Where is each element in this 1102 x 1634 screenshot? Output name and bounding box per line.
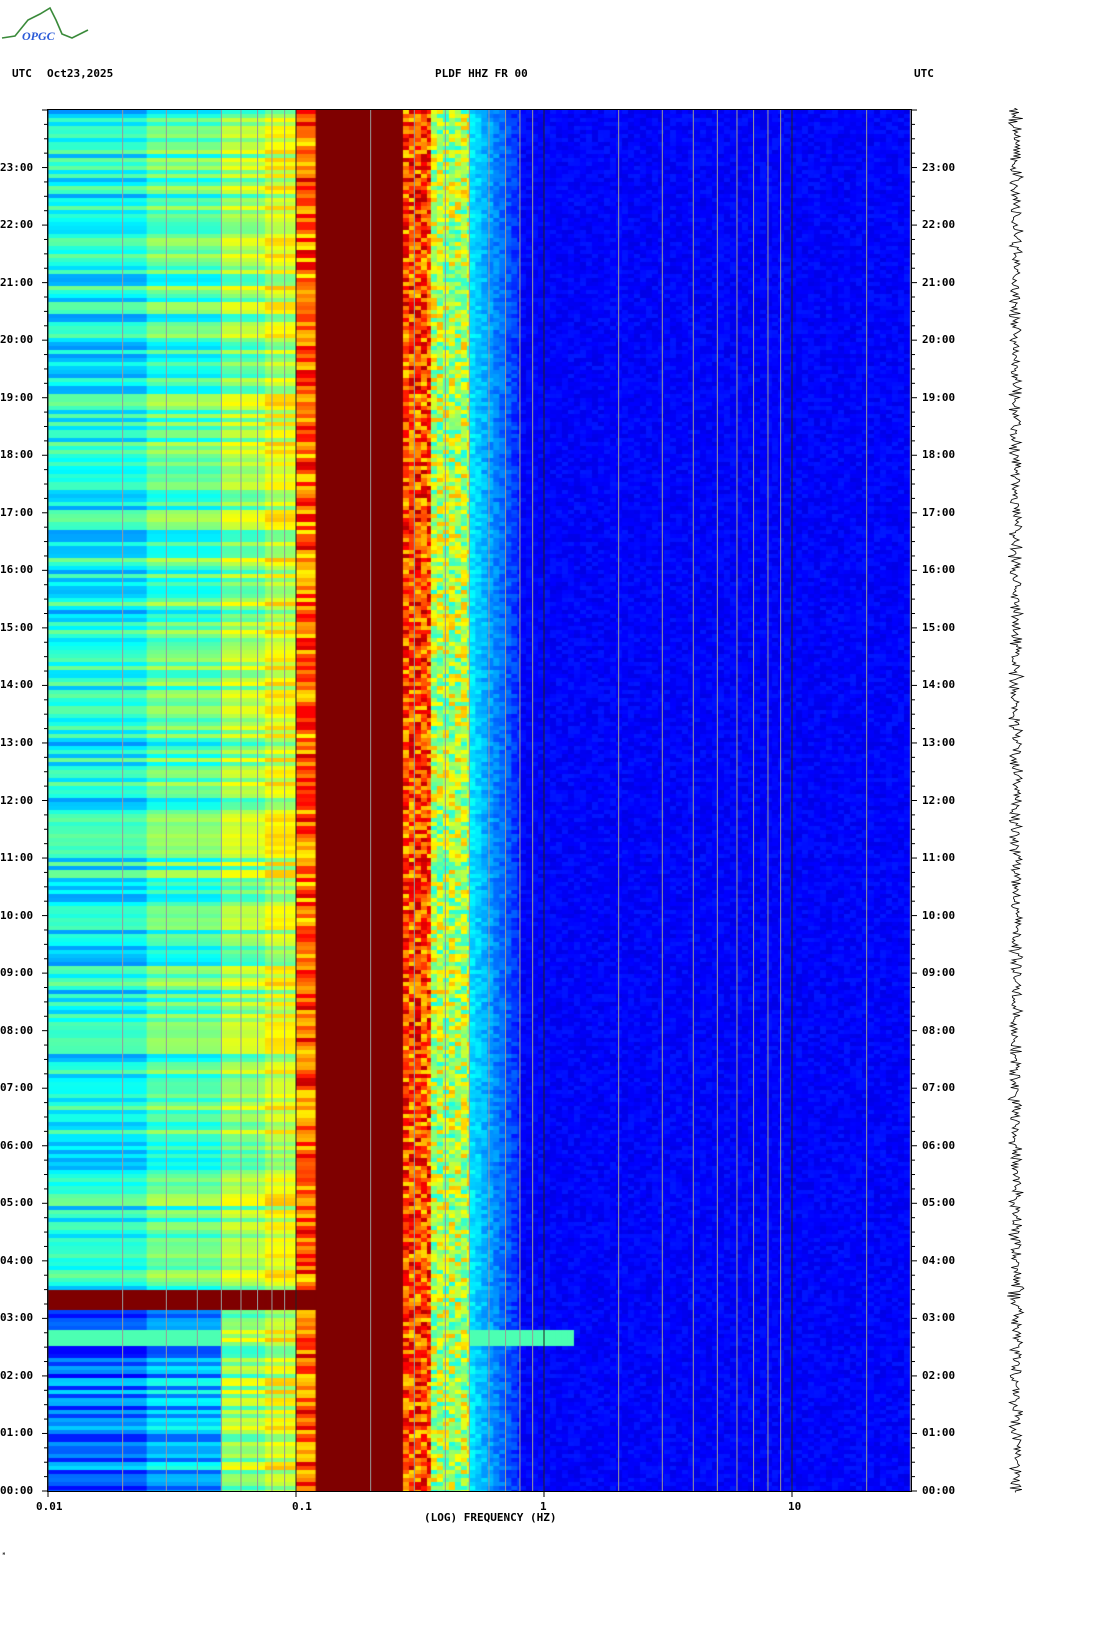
y-tick-label-left: 23:00 <box>0 160 34 174</box>
x-tick-label: 10 <box>788 1500 802 1513</box>
y-tick-label-left: 02:00 <box>0 1368 34 1382</box>
y-tick-label-right: 18:00 <box>922 448 956 462</box>
y-tick-label-right: 03:00 <box>922 1311 956 1325</box>
x-axis-title: (LOG) FREQUENCY (HZ) <box>424 1511 557 1524</box>
y-tick-label-right: 12:00 <box>922 793 956 807</box>
y-tick-label-left: 00:00 <box>0 1484 34 1497</box>
y-tick-label-left: 11:00 <box>0 851 34 865</box>
seismogram-trace <box>1007 108 1025 1493</box>
y-tick-label-right: 04:00 <box>922 1253 956 1267</box>
left-timezone-label: UTC <box>12 67 32 80</box>
y-tick-label-left: 22:00 <box>0 218 34 232</box>
spectrogram-heatmap <box>48 110 911 1491</box>
y-tick-label-right: 14:00 <box>922 678 956 692</box>
y-tick-label-right: 09:00 <box>922 966 956 980</box>
y-tick-label-right: 21:00 <box>922 275 956 289</box>
y-tick-label-left: 20:00 <box>0 333 34 347</box>
y-tick-label-right: 13:00 <box>922 735 956 749</box>
y-tick-label-right: 01:00 <box>922 1426 956 1440</box>
y-tick-label-right: 19:00 <box>922 390 956 404</box>
x-tick-label: 1 <box>540 1500 547 1513</box>
right-timezone-label: UTC <box>914 67 934 80</box>
svg-text:OPGC: OPGC <box>22 29 56 43</box>
y-tick-label-left: 03:00 <box>0 1311 34 1325</box>
y-tick-label-right: 10:00 <box>922 908 956 922</box>
seismogram-waveform <box>1007 108 1025 1493</box>
y-tick-label-right: 02:00 <box>922 1368 956 1382</box>
x-tick-label: 0.1 <box>292 1500 312 1513</box>
footer-mark: ᴹ <box>2 1552 6 1559</box>
y-tick-label-left: 17:00 <box>0 505 34 519</box>
y-tick-label-right: 16:00 <box>922 563 956 577</box>
y-tick-label-right: 17:00 <box>922 505 956 519</box>
y-tick-label-left: 19:00 <box>0 390 34 404</box>
y-tick-label-left: 01:00 <box>0 1426 34 1440</box>
y-tick-label-right: 08:00 <box>922 1023 956 1037</box>
y-tick-label-left: 05:00 <box>0 1196 34 1210</box>
y-tick-label-right: 00:00 <box>922 1484 956 1497</box>
y-tick-label-right: 22:00 <box>922 218 956 232</box>
x-tick-label: 0.01 <box>36 1500 63 1513</box>
y-tick-label-right: 07:00 <box>922 1081 956 1095</box>
y-tick-label-left: 21:00 <box>0 275 34 289</box>
y-tick-label-right: 23:00 <box>922 160 956 174</box>
y-tick-label-left: 06:00 <box>0 1138 34 1152</box>
y-tick-label-left: 14:00 <box>0 678 34 692</box>
y-tick-label-right: 06:00 <box>922 1138 956 1152</box>
y-tick-label-left: 13:00 <box>0 735 34 749</box>
y-tick-label-left: 09:00 <box>0 966 34 980</box>
y-tick-label-right: 15:00 <box>922 620 956 634</box>
station-title: PLDF HHZ FR 00 <box>435 67 528 80</box>
y-tick-label-left: 08:00 <box>0 1023 34 1037</box>
y-tick-label-left: 12:00 <box>0 793 34 807</box>
date-label: Oct23,2025 <box>47 67 114 80</box>
y-tick-label-left: 07:00 <box>0 1081 34 1095</box>
y-tick-label-left: 15:00 <box>0 620 34 634</box>
y-tick-label-left: 16:00 <box>0 563 34 577</box>
y-tick-label-left: 10:00 <box>0 908 34 922</box>
y-tick-label-left: 04:00 <box>0 1253 34 1267</box>
y-tick-label-left: 18:00 <box>0 448 34 462</box>
y-tick-label-right: 11:00 <box>922 851 956 865</box>
opgc-logo: OPGC <box>1 6 89 43</box>
y-tick-label-right: 20:00 <box>922 333 956 347</box>
y-tick-label-right: 05:00 <box>922 1196 956 1210</box>
